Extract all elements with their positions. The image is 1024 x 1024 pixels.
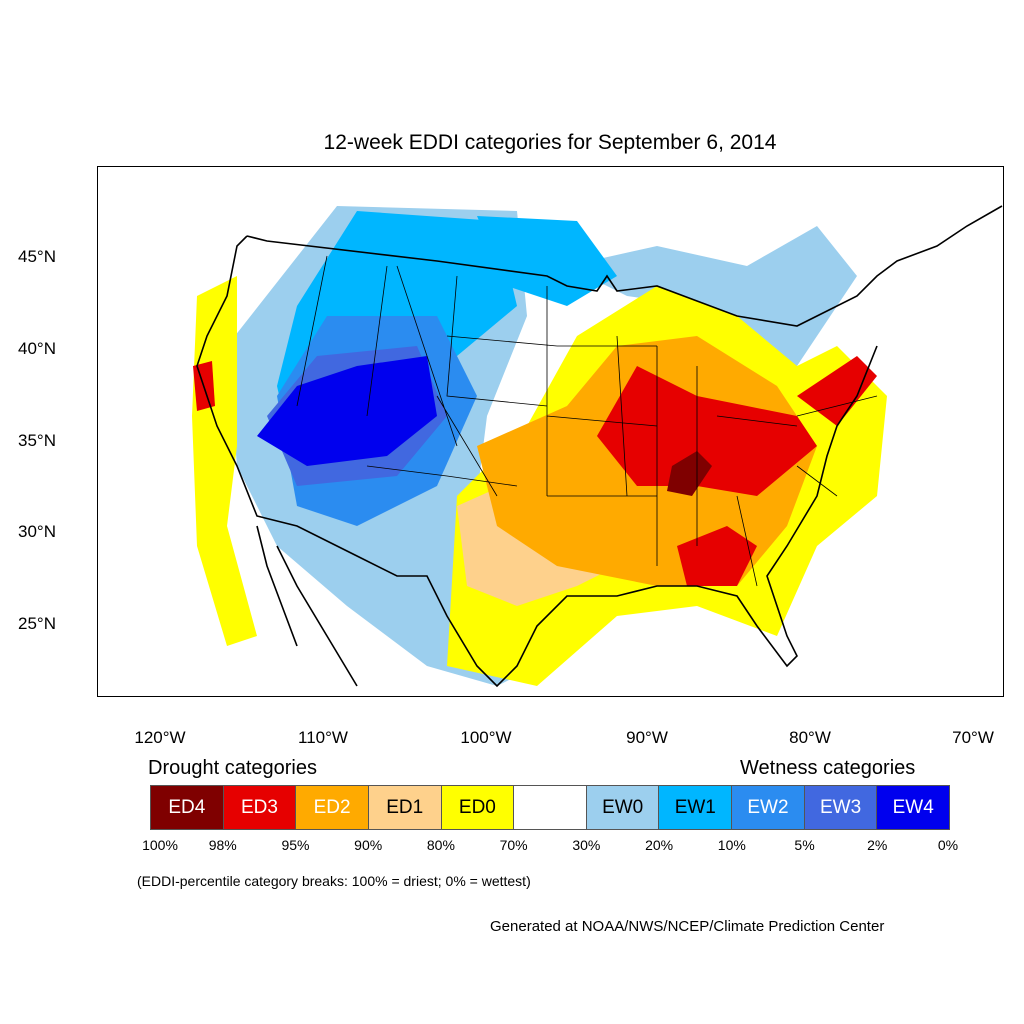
- map-title: 12-week EDDI categories for September 6,…: [323, 131, 777, 154]
- lat-label-40: 40°N: [18, 339, 56, 358]
- lon-label-70: 70°W: [952, 728, 994, 747]
- legend-swatch-ed2: ED2: [296, 786, 369, 829]
- lon-label-120: 120°W: [134, 728, 186, 747]
- percent-break-label: 80%: [426, 837, 455, 853]
- percent-break-label: 70%: [499, 837, 528, 853]
- percent-break-label: 20%: [645, 837, 674, 853]
- political-boundaries: [196, 205, 1003, 688]
- legend-swatch-neutral: [514, 786, 587, 829]
- wetness-caption: Wetness categories: [740, 757, 916, 779]
- lon-label-80: 80°W: [789, 728, 831, 747]
- lat-label-25: 25°N: [18, 614, 56, 633]
- legend-swatch-ew3: EW3: [804, 786, 878, 829]
- legend-swatch-ew0: EW0: [586, 786, 660, 829]
- percent-break-label: 2%: [867, 837, 888, 853]
- percent-break-label: 95%: [281, 837, 310, 853]
- eddi-map: [97, 166, 1004, 697]
- legend-swatch-ew2: EW2: [732, 786, 805, 829]
- percent-break-label: 98%: [208, 837, 237, 853]
- percent-break-label: 30%: [572, 837, 601, 853]
- category-shading: [192, 206, 887, 686]
- us-outline: [196, 205, 1003, 688]
- east-drought-ed4: [667, 451, 712, 496]
- legend-swatch-ed3: ED3: [223, 786, 297, 829]
- north-wet-ew1: [477, 216, 617, 306]
- north-wet-ew0: [567, 226, 857, 366]
- legend-swatch-ed1: ED1: [368, 786, 442, 829]
- lon-label-90: 90°W: [626, 728, 668, 747]
- state-boundaries: [296, 255, 878, 587]
- lat-label-30: 30°N: [18, 522, 56, 541]
- drought-caption: Drought categories: [148, 757, 317, 779]
- mexico-coast: [256, 525, 358, 687]
- lat-label-45: 45°N: [18, 247, 56, 266]
- percent-break-label: 5%: [794, 837, 815, 853]
- credit-line: Generated at NOAA/NWS/NCEP/Climate Predi…: [490, 918, 885, 935]
- category-legend: ED4 ED3 ED2 ED1 ED0 EW0 EW1 EW2 EW3 EW4: [150, 785, 950, 830]
- east-drought-ed3-ne: [797, 356, 877, 426]
- percent-break-label: 10%: [717, 837, 746, 853]
- percent-break-label: 90%: [354, 837, 383, 853]
- lon-label-110: 110°W: [298, 728, 348, 747]
- lon-label-100: 100°W: [460, 728, 512, 747]
- category-note: (EDDI-percentile category breaks: 100% =…: [137, 873, 531, 889]
- east-drought-ed3: [597, 366, 817, 496]
- legend-swatch-ed4: ED4: [151, 786, 224, 829]
- legend-swatch-ew1: EW1: [659, 786, 733, 829]
- legend-swatch-ew4: EW4: [877, 786, 950, 829]
- lat-label-35: 35°N: [18, 431, 56, 450]
- percent-break-label: 100%: [142, 837, 178, 853]
- percent-break-label: 0%: [937, 837, 959, 853]
- west-wet-ew4: [257, 356, 437, 466]
- legend-swatch-ed0: ED0: [441, 786, 515, 829]
